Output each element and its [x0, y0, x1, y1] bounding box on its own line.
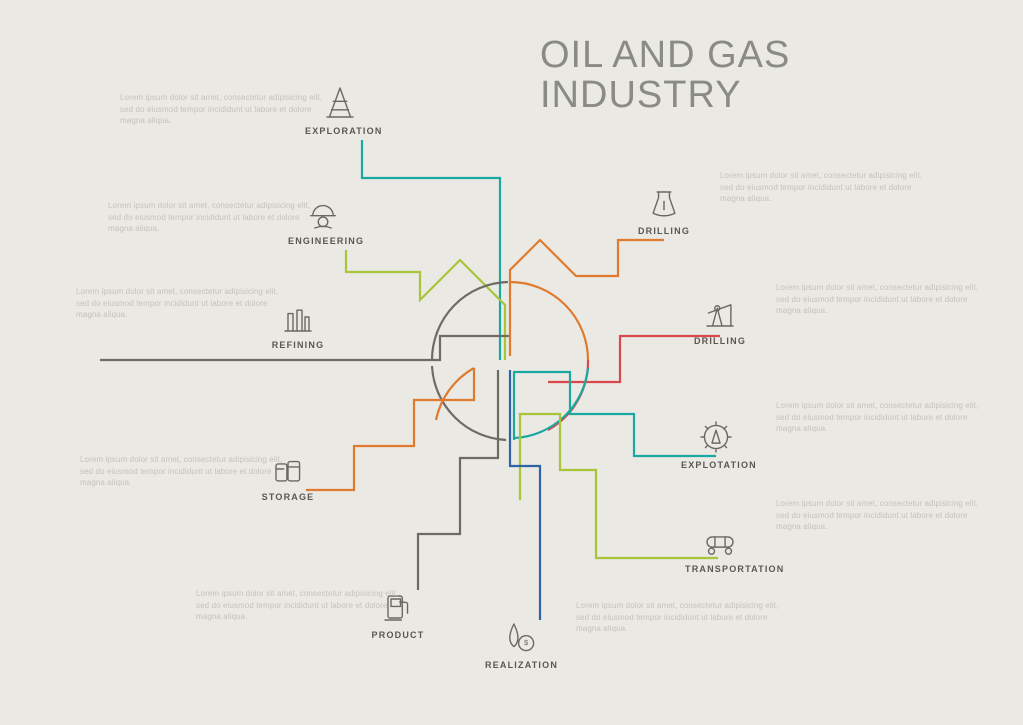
title-line-2: INDUSTRY [540, 76, 790, 116]
label-drilling1: DRILLING [629, 226, 699, 236]
infographic-canvas: OIL AND GAS INDUSTRY EXPLORATION ENGINEER… [0, 0, 1023, 725]
transportation-icon [703, 524, 737, 558]
path-p-realization [510, 370, 540, 620]
label-drilling2: DRILLING [685, 336, 755, 346]
label-explotation: EXPLOTATION [681, 460, 751, 470]
path-p-product [418, 366, 506, 590]
desc-drilling1: Lorem ipsum dolor sit amet, consectetur … [720, 170, 930, 205]
desc-exploration: Lorem ipsum dolor sit amet, consectetur … [120, 92, 330, 127]
desc-product: Lorem ipsum dolor sit amet, consectetur … [196, 588, 406, 623]
node-realization: $ REALIZATION [485, 620, 555, 670]
path-p-exploration [362, 140, 500, 360]
node-drilling1: DRILLING [629, 186, 699, 236]
svg-text:$: $ [524, 638, 529, 647]
label-refining: REFINING [263, 340, 333, 350]
desc-storage: Lorem ipsum dolor sit amet, consectetur … [80, 454, 290, 489]
node-transportation: TRANSPORTATION [685, 524, 755, 574]
label-engineering: ENGINEERING [288, 236, 358, 246]
path-p-storage [306, 368, 474, 490]
path-p-engineering [346, 250, 505, 360]
label-exploration: EXPLORATION [305, 126, 375, 136]
node-drilling2: DRILLING [685, 296, 755, 346]
label-storage: STORAGE [253, 492, 323, 502]
desc-refining: Lorem ipsum dolor sit amet, consectetur … [76, 286, 286, 321]
label-product: PRODUCT [363, 630, 433, 640]
desc-explotation: Lorem ipsum dolor sit amet, consectetur … [776, 400, 986, 435]
desc-engineering: Lorem ipsum dolor sit amet, consectetur … [108, 200, 318, 235]
path-p-drilling1 [510, 240, 664, 360]
node-explotation: EXPLOTATION [681, 420, 751, 470]
path-p-drilling2 [548, 336, 720, 430]
drilling1-icon [647, 186, 681, 220]
main-title: OIL AND GAS INDUSTRY [540, 36, 790, 116]
realization-icon: $ [503, 620, 537, 654]
desc-realization: Lorem ipsum dolor sit amet, consectetur … [576, 600, 786, 635]
title-line-1: OIL AND GAS [540, 36, 790, 76]
desc-transportation: Lorem ipsum dolor sit amet, consectetur … [776, 498, 986, 533]
label-realization: REALIZATION [485, 660, 555, 670]
label-transportation: TRANSPORTATION [685, 564, 755, 574]
desc-drilling2: Lorem ipsum dolor sit amet, consectetur … [776, 282, 986, 317]
explotation-icon [699, 420, 733, 454]
refining-icon [281, 300, 315, 334]
drilling2-icon [703, 296, 737, 330]
